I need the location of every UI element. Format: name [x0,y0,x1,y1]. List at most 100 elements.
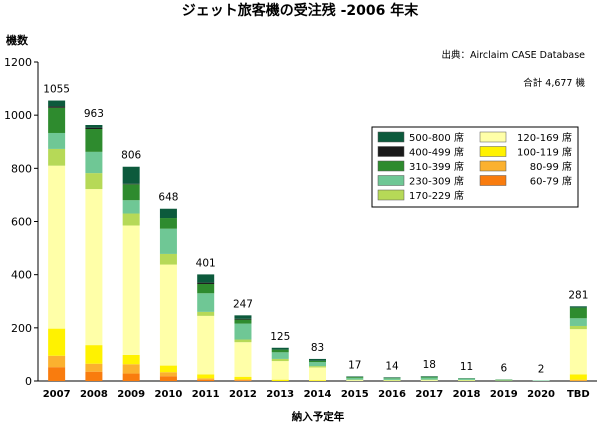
bar-segment [234,318,252,320]
bar-segment [234,342,252,377]
bar-segment [85,128,103,152]
bar-segment [85,189,103,346]
bar-total-label: 806 [121,150,141,162]
bar-segment [234,376,252,380]
bar-segment [309,362,326,367]
bar-segment [122,213,140,226]
bar-segment [159,365,177,373]
bar-segment [122,364,140,374]
chart-title: ジェット旅客機の受注残 -2006 年末 [182,2,420,19]
bar-segment [85,151,103,174]
bar-segment [197,274,215,283]
bar-segment [569,329,587,375]
bar-segment [420,376,438,378]
bar-segment [271,358,289,362]
bar-segment [122,225,140,355]
bar-total-label: 11 [460,361,473,373]
x-tick-label: 2016 [378,389,406,400]
bar-segment [48,100,66,107]
bar-total-label: 963 [84,108,104,120]
legend-box [371,126,579,208]
bar-segment [309,366,326,368]
legend-swatch [377,189,405,201]
x-tick-label: 2019 [490,389,518,400]
legend-label: 310-399 席 [409,160,464,173]
bar-total-label: 247 [233,298,253,310]
bar-segment [85,125,103,128]
legend-swatch [479,160,507,172]
bar-segment [85,371,103,381]
y-tick-label: 200 [11,322,32,335]
y-tick-label: 1200 [4,56,32,69]
legend-swatch [377,175,405,186]
bar-total-label: 648 [158,192,178,204]
bar-segment [85,345,103,364]
bar-segment [48,355,66,368]
bar-segment [569,325,587,330]
legend-label: 400-499 席 [409,146,464,159]
bar-segment [346,379,364,381]
bar-segment [346,377,364,380]
bar-segment [458,378,476,380]
bar-segment [420,380,438,381]
bar-segment [159,208,177,219]
bar-segment [569,307,587,319]
bar-segment [569,379,587,381]
bar-segment [122,354,140,365]
x-tick-label: 2008 [80,389,108,400]
bar-segment [234,323,252,340]
y-tick-label: 1000 [4,109,32,122]
x-tick-label: 2012 [229,389,257,400]
bar-segment [383,379,401,381]
x-tick-label: 2020 [527,389,555,400]
x-axis-label: 納入予定年 [292,410,345,423]
legend-swatch [377,160,405,172]
legend-label: 120-169 席 [517,131,572,144]
bar-segment [48,132,66,149]
plot-area: 0 200 400 600 800 1000 1200 1055 2007 963 2008 806 2… [4,56,597,400]
x-tick-label: 2011 [192,389,220,400]
bar-segment [234,319,252,324]
bar-segment [48,148,66,166]
y-tick-label: 600 [11,216,32,229]
bar-segment [346,376,364,378]
legend-label: 230-309 席 [409,175,464,188]
bar-segment [48,328,66,356]
bar-segment [159,228,177,254]
bar-segment [122,184,140,201]
bar-segment [309,360,326,363]
bar-total-label: 14 [385,360,399,372]
bar-segment [197,374,215,379]
bar-segment [85,127,103,129]
bar-segment [420,379,438,381]
bar-segment [159,376,177,381]
y-tick-label: 800 [11,162,32,175]
legend-swatch [377,146,405,157]
bar-segment [159,253,177,265]
bar-segment [197,282,215,284]
bar-total-label: 6 [500,362,507,374]
bar-segment [234,315,252,319]
bar-segment [569,318,587,326]
bar-total-label: 401 [196,257,216,269]
y-axis-label: 機数 [6,33,29,47]
bar-segment [346,380,364,381]
bar-total-label: 83 [311,342,324,354]
bar-segment [234,379,252,381]
y-tick-label: 0 [25,375,32,388]
bar-segment [159,372,177,377]
legend-label: 500-800 席 [409,131,464,144]
source-note: 出典：Airclaim CASE Database [442,49,586,61]
legend-label: 100-119 席 [517,146,572,159]
x-tick-label: 2018 [453,389,481,400]
bar-segment [122,200,140,214]
bar-segment [458,379,476,381]
bar-segment [569,374,587,380]
bar-segment [495,379,513,381]
y-tick-label: 400 [11,269,32,282]
bar-segment [234,339,252,343]
bar-segment [85,173,103,190]
bar-total-label: 2 [538,363,545,375]
bar-segment [420,377,438,380]
bar-segment [159,264,177,366]
